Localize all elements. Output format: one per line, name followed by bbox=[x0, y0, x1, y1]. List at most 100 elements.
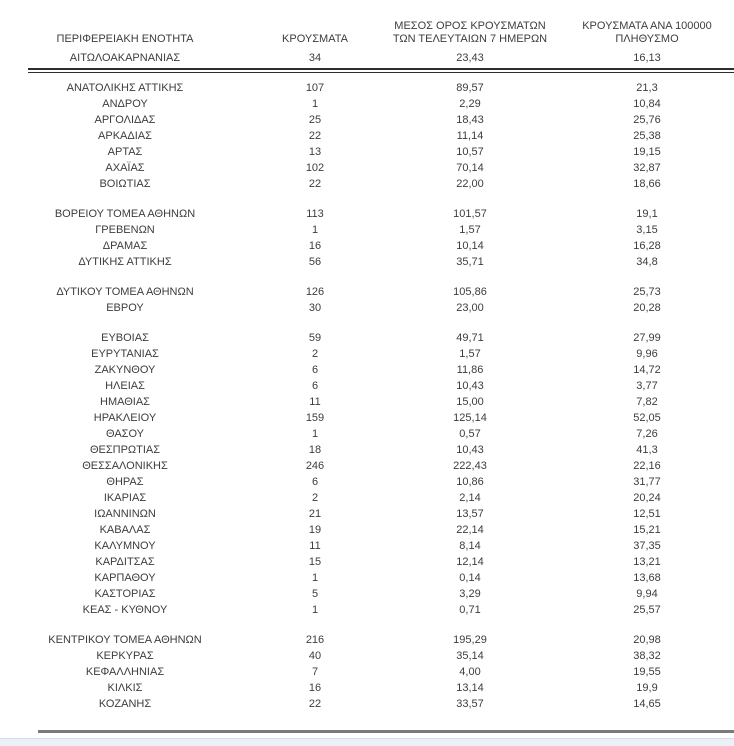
per100k-cell: 27,99 bbox=[633, 332, 661, 344]
table-row: ΚΑΡΠΑΘΟΥ 1 0,14 13,68 bbox=[0, 570, 734, 586]
avg7-cell: 13,14 bbox=[456, 682, 484, 694]
cases-cell: 25 bbox=[308, 114, 322, 126]
per100k-cell: 31,77 bbox=[633, 476, 661, 488]
per100k-cell: 9,96 bbox=[636, 348, 658, 360]
cases-cell: 1 bbox=[311, 428, 319, 440]
avg7-cell: 10,43 bbox=[456, 380, 484, 392]
per100k-cell: 32,87 bbox=[633, 162, 661, 174]
region-cell: ΔΡΑΜΑΣ bbox=[102, 240, 148, 252]
region-cell: ΚΕΡΚΥΡΑΣ bbox=[96, 650, 154, 662]
cases-cell: 126 bbox=[305, 286, 325, 298]
region-cell: ΖΑΚΥΝΘΟΥ bbox=[94, 364, 156, 376]
region-cell: ΗΜΑΘΙΑΣ bbox=[100, 396, 150, 408]
region-cell: ΚΑΡΔΙΤΣΑΣ bbox=[95, 556, 155, 568]
header-per100k-line2: ΠΛΗΘΥΣΜΟ bbox=[615, 33, 679, 45]
region-cell: ΔΥΤΙΚΗΣ ΑΤΤΙΚΗΣ bbox=[78, 256, 172, 268]
cases-cell: 2 bbox=[311, 348, 319, 360]
region-cell: ΙΚΑΡΙΑΣ bbox=[103, 492, 147, 504]
per100k-cell: 7,82 bbox=[636, 396, 658, 408]
avg7-cell: 10,14 bbox=[456, 240, 484, 252]
cases-cell: 21 bbox=[308, 508, 322, 520]
region-cell: ΙΩΑΝΝΙΝΩΝ bbox=[94, 508, 156, 520]
per100k-cell: 19,1 bbox=[636, 208, 658, 220]
table-row: ΑΡΓΟΛΙΔΑΣ 25 18,43 25,76 bbox=[0, 112, 734, 128]
per100k-cell: 25,57 bbox=[633, 604, 661, 616]
avg7-cell: 10,57 bbox=[456, 146, 484, 158]
per100k-cell: 16,13 bbox=[633, 52, 661, 64]
region-cell: ΑΡΚΑΔΙΑΣ bbox=[98, 130, 152, 142]
region-cell: ΚΑΣΤΟΡΙΑΣ bbox=[94, 588, 156, 600]
region-cell: ΚΑΒΑΛΑΣ bbox=[99, 524, 151, 536]
region-cell: ΕΒΡΟΥ bbox=[106, 302, 144, 314]
table-row: ΚΑΡΔΙΤΣΑΣ 15 12,14 13,21 bbox=[0, 554, 734, 570]
group-spacer-row bbox=[0, 192, 734, 206]
avg7-cell: 1,57 bbox=[459, 224, 481, 236]
region-cell: ΚΙΛΚΙΣ bbox=[107, 682, 143, 694]
cases-cell: 6 bbox=[311, 380, 319, 392]
table-row: ΓΡΕΒΕΝΩΝ 1 1,57 3,15 bbox=[0, 222, 734, 238]
region-cell: ΑΙΤΩΛΟΑΚΑΡΝΑΝΙΑΣ bbox=[69, 52, 181, 64]
per100k-cell: 25,73 bbox=[633, 286, 661, 298]
spacer-cell bbox=[0, 192, 734, 206]
table-row: ΑΡΤΑΣ 13 10,57 19,15 bbox=[0, 144, 734, 160]
region-cell: ΕΥΡΥΤΑΝΙΑΣ bbox=[91, 348, 159, 360]
per100k-cell: 19,55 bbox=[633, 666, 661, 678]
region-cell: ΘΑΣΟΥ bbox=[105, 428, 145, 440]
avg7-cell: 0,14 bbox=[459, 572, 481, 584]
per100k-cell: 38,32 bbox=[633, 650, 661, 662]
per100k-cell: 3,77 bbox=[636, 380, 658, 392]
table-row: ΘΗΡΑΣ 6 10,86 31,77 bbox=[0, 474, 734, 490]
footer-strip bbox=[0, 738, 734, 746]
per100k-cell: 34,8 bbox=[636, 256, 658, 268]
cases-cell: 1 bbox=[311, 224, 319, 236]
region-cell: ΚΑΛΥΜΝΟΥ bbox=[94, 540, 156, 552]
cases-cell: 5 bbox=[311, 588, 319, 600]
table-row: ΑΧΑΪΑΣ 102 70,14 32,87 bbox=[0, 160, 734, 176]
table-row: ΙΩΑΝΝΙΝΩΝ 21 13,57 12,51 bbox=[0, 506, 734, 522]
cases-cell: 11 bbox=[309, 540, 321, 552]
avg7-cell: 222,43 bbox=[453, 460, 487, 472]
per100k-cell: 7,26 bbox=[636, 428, 658, 440]
table-row: ΕΥΒΟΙΑΣ 59 49,71 27,99 bbox=[0, 330, 734, 346]
spacer-cell bbox=[0, 270, 734, 284]
header-cases-label: ΚΡΟΥΣΜΑΤΑ bbox=[282, 33, 348, 45]
region-cell: ΑΡΤΑΣ bbox=[107, 146, 143, 158]
avg7-cell: 1,57 bbox=[459, 348, 481, 360]
avg7-cell: 35,14 bbox=[456, 650, 484, 662]
table-row: ΒΟΙΩΤΙΑΣ 22 22,00 18,66 bbox=[0, 176, 734, 192]
per100k-cell: 14,72 bbox=[633, 364, 661, 376]
per100k-cell: 20,24 bbox=[633, 492, 661, 504]
cases-cell: 107 bbox=[305, 82, 325, 94]
per100k-cell: 37,35 bbox=[633, 540, 661, 552]
table-bottom-rule bbox=[38, 730, 734, 733]
per100k-cell: 21,3 bbox=[636, 82, 658, 94]
header-region: ΠΕΡΙΦΕΡΕΙΑΚΗ ΕΝΟΤΗΤΑ bbox=[0, 20, 250, 50]
cases-cell: 6 bbox=[311, 364, 319, 376]
avg7-cell: 22,00 bbox=[456, 178, 484, 190]
cases-cell: 30 bbox=[308, 302, 322, 314]
per100k-cell: 41,3 bbox=[636, 444, 658, 456]
region-cell: ΘΗΡΑΣ bbox=[106, 476, 144, 488]
avg7-cell: 49,71 bbox=[456, 332, 484, 344]
cases-cell: 2 bbox=[311, 492, 319, 504]
avg7-cell: 11,14 bbox=[456, 130, 484, 142]
cases-cell: 18 bbox=[308, 444, 322, 456]
table-row: ΑΙΤΩΛΟΑΚΑΡΝΑΝΙΑΣ 34 23,43 16,13 bbox=[0, 50, 734, 66]
per100k-cell: 14,65 bbox=[633, 698, 661, 710]
table-row: ΖΑΚΥΝΘΟΥ 6 11,86 14,72 bbox=[0, 362, 734, 378]
header-region-label: ΠΕΡΙΦΕΡΕΙΑΚΗ ΕΝΟΤΗΤΑ bbox=[56, 33, 194, 45]
per100k-cell: 18,66 bbox=[633, 178, 661, 190]
cases-cell: 6 bbox=[311, 476, 319, 488]
cases-cell: 34 bbox=[308, 52, 322, 64]
avg7-cell: 12,14 bbox=[456, 556, 484, 568]
cases-cell: 40 bbox=[308, 650, 322, 662]
per100k-cell: 9,94 bbox=[636, 588, 658, 600]
cases-by-region-table: ΠΕΡΙΦΕΡΕΙΑΚΗ ΕΝΟΤΗΤΑ ΚΡΟΥΣΜΑΤΑ ΜΕΣΟΣ ΟΡΟ… bbox=[0, 20, 734, 712]
avg7-cell: 23,00 bbox=[456, 302, 484, 314]
table-row: ΚΙΛΚΙΣ 16 13,14 19,9 bbox=[0, 680, 734, 696]
table-row: ΘΕΣΠΡΩΤΙΑΣ 18 10,43 41,3 bbox=[0, 442, 734, 458]
region-cell: ΚΑΡΠΑΘΟΥ bbox=[94, 572, 156, 584]
region-cell: ΗΡΑΚΛΕΙΟΥ bbox=[93, 412, 157, 424]
avg7-cell: 10,86 bbox=[456, 476, 484, 488]
per100k-cell: 25,38 bbox=[633, 130, 661, 142]
